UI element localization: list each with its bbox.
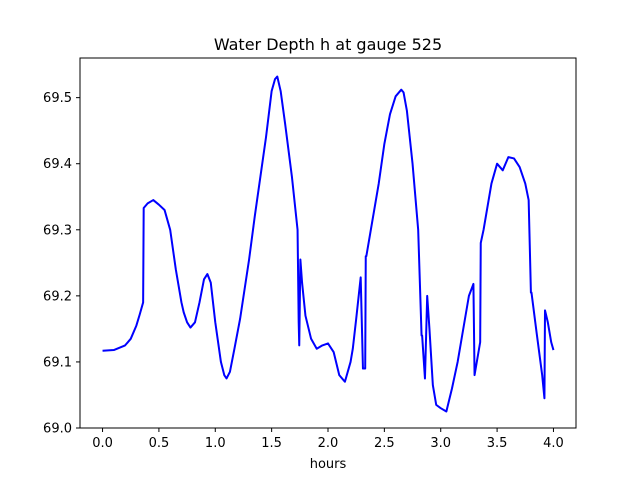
x-axis-label: hours — [310, 457, 347, 472]
x-tick-label: 0.5 — [149, 436, 170, 451]
x-tick-label: 3.0 — [430, 436, 451, 451]
plot-area: 0.0 0.5 1.0 1.5 2.0 2.5 3.0 3.5 4.0 69.0 69.1 69.2 6… — [43, 57, 577, 451]
y-tick-label: 69.0 — [43, 422, 72, 437]
plot-frame — [79, 57, 577, 429]
x-tick-label: 4.0 — [543, 436, 564, 451]
x-tick-label: 0.0 — [92, 436, 113, 451]
y-tick-label: 69.5 — [43, 91, 72, 106]
y-tick-label: 69.2 — [43, 289, 72, 304]
x-tick-label: 2.5 — [374, 436, 395, 451]
x-tick-label: 3.5 — [487, 436, 508, 451]
y-tick-label: 69.3 — [43, 223, 72, 238]
x-tick-label: 1.0 — [205, 436, 226, 451]
y-tick-label: 69.4 — [43, 157, 72, 172]
chart-title: Water Depth h at gauge 525 — [214, 35, 442, 54]
x-tick-label: 2.0 — [318, 436, 339, 451]
x-tick-label: 1.5 — [261, 436, 282, 451]
series-line-0 — [102, 75, 555, 413]
y-tick-label: 69.1 — [43, 355, 72, 370]
